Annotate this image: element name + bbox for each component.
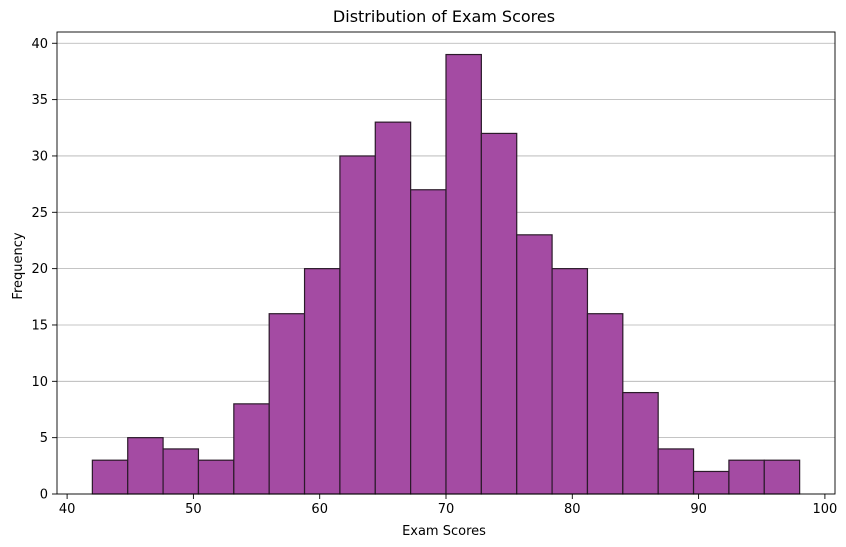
y-axis-ticks: 0 5 10 15 20 25 30 35 40	[31, 37, 57, 503]
histogram-bar	[162, 448, 200, 495]
x-tick-label: 50	[185, 502, 202, 517]
histogram-bar	[622, 391, 659, 495]
histogram-bar	[692, 470, 730, 495]
histogram-bar	[91, 459, 129, 495]
x-tick-label: 80	[564, 502, 581, 517]
y-tick-label: 35	[31, 93, 48, 108]
y-tick-label: 0	[40, 488, 48, 503]
histogram-bar	[410, 189, 447, 495]
histogram-bar	[763, 459, 801, 495]
y-tick-label: 20	[31, 262, 48, 277]
x-axis-ticks: 40 50 60 70 80 90 100	[59, 494, 837, 517]
histogram-bar	[586, 313, 624, 495]
histogram-bar	[197, 459, 235, 495]
x-tick-label: 40	[59, 502, 76, 517]
histogram-bar	[516, 234, 553, 495]
x-axis-label: Exam Scores	[402, 524, 486, 539]
histogram-bar	[233, 403, 270, 495]
histogram-bar	[374, 121, 412, 495]
histogram-bar	[445, 53, 482, 495]
y-tick-label: 10	[31, 375, 48, 390]
chart-title: Distribution of Exam Scores	[333, 7, 555, 26]
y-tick-label: 25	[31, 206, 48, 221]
x-tick-label: 100	[812, 502, 837, 517]
histogram-bar	[657, 448, 695, 495]
y-axis-label: Frequency	[11, 232, 26, 299]
histogram-bar	[480, 132, 518, 495]
y-tick-label: 5	[40, 431, 48, 446]
x-tick-label: 60	[311, 502, 328, 517]
histogram-bar	[339, 155, 376, 495]
histogram-bar	[268, 313, 306, 495]
x-tick-label: 90	[690, 502, 707, 517]
y-tick-label: 40	[31, 37, 48, 52]
y-tick-label: 30	[31, 149, 48, 164]
histogram-bar	[127, 437, 164, 495]
y-tick-label: 15	[31, 318, 48, 333]
histogram-bar	[551, 268, 589, 495]
histogram-bar	[728, 459, 765, 495]
histogram-bars	[91, 53, 801, 495]
x-tick-label: 70	[438, 502, 455, 517]
histogram-bar	[303, 268, 341, 495]
